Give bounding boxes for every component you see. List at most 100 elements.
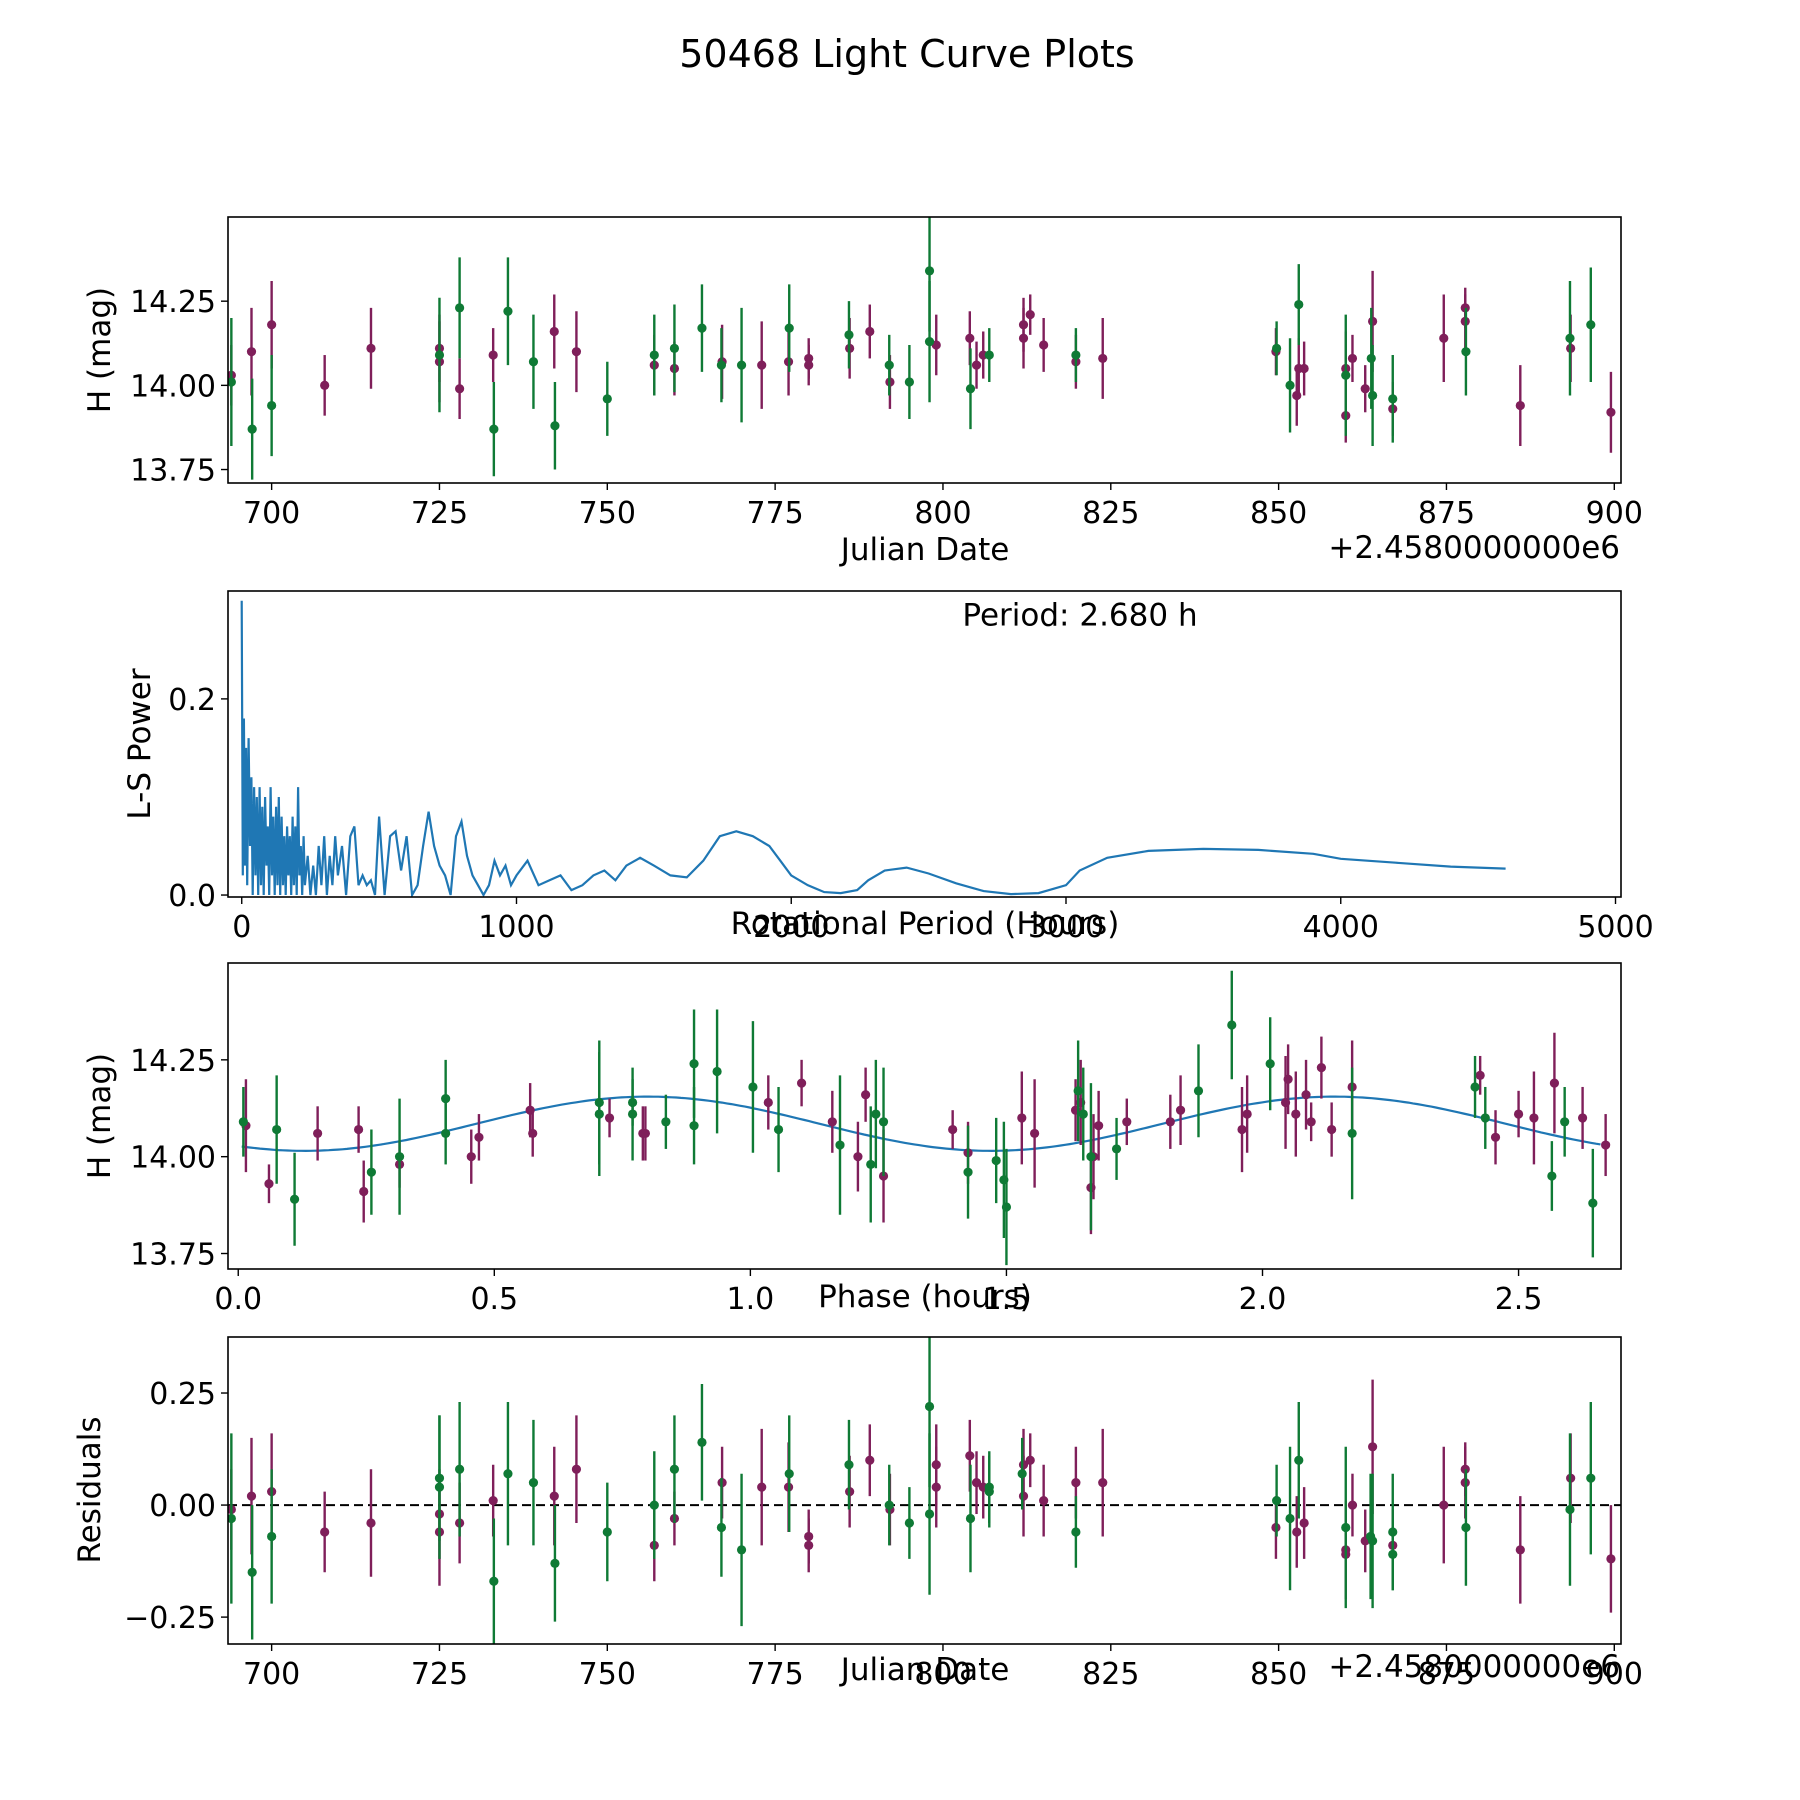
data-point [1586,320,1596,330]
residuals-point-green [503,1401,513,1546]
data-point [1025,310,1035,320]
lightcurve-point-green [1368,344,1378,446]
data-point [1368,1536,1378,1546]
lightcurve-point-green [1294,264,1304,345]
lightcurve-point-green [716,328,727,403]
data-point [1285,1513,1295,1524]
phased-point-magenta [1490,1110,1501,1165]
data-point [924,1509,935,1519]
residuals-point-green [1285,1446,1295,1591]
phased-point-magenta [1549,1032,1560,1134]
data-point [1439,333,1449,343]
data-point [571,347,582,357]
residuals-point-magenta [1039,1464,1049,1537]
lightcurve-xtick-label: 900 [1586,496,1643,531]
data-point [1018,333,1029,343]
data-point [661,1117,671,1127]
panel-periodogram: 0 1000 2000 3000 4000 5000 0.0 0.2 Period: 2.68… [122,590,1654,945]
data-point [878,1117,889,1127]
lightcurve-point-green [784,284,794,372]
data-point [1017,1113,1027,1123]
lightcurve-point-green [434,297,445,413]
data-point [267,400,277,411]
phased-point-magenta [1175,1075,1186,1146]
lightcurve-xtick-label: 825 [1082,496,1139,531]
residuals-point-green [884,1464,894,1546]
data-point [716,1522,727,1533]
data-point [924,266,935,276]
phased-point-magenta [359,1160,369,1223]
residuals-point-magenta [1025,1433,1035,1488]
periodogram-marks [240,600,1506,897]
data-point [1165,1117,1175,1127]
phased-point-green [1470,1055,1480,1118]
residuals-xtick-label: 700 [243,1657,300,1692]
lightcurve-marks [228,217,1616,480]
residuals-point-magenta [1292,1496,1302,1568]
lightcurve-xtick-label: 850 [1250,496,1307,531]
data-point [965,384,976,394]
data-point [434,350,445,360]
phased-point-magenta [1094,1090,1104,1161]
panel-phased: 0.0 0.5 1.0 1.5 2.0 2.5 13.75 14.00 14.25 Phase … [82,962,1622,1317]
lightcurve-point-green [965,348,976,430]
residuals-point-green [1565,1433,1575,1586]
data-point [1461,1522,1471,1533]
data-point [697,1437,707,1447]
lightcurve-xtick-label: 775 [746,496,803,531]
residuals-point-magenta [571,1415,582,1523]
phased-point-magenta [1237,1086,1247,1173]
lightcurve-frame [227,216,1622,484]
lightcurve-point-magenta [971,341,982,389]
data-point [228,377,236,387]
lightcurve-point-green [1272,321,1282,376]
lightcurve-ytick-label: 13.75 [130,454,216,489]
data-point [1025,1455,1035,1465]
phased-point-green [1086,1083,1096,1231]
lightcurve-point-green [503,257,513,366]
data-point [604,1113,615,1123]
phased-point-magenta [763,1075,773,1130]
phased-point-magenta [1475,1055,1485,1095]
data-point [763,1097,773,1108]
periodogram-ytick-label: 0.0 [168,879,216,914]
phased-point-green [1193,1044,1204,1138]
data-point [1292,1527,1302,1537]
data-point [689,1121,699,1131]
data-point [528,357,539,367]
lightcurve-point-magenta [865,304,875,359]
residuals-point-green [965,1464,976,1573]
data-point [1341,1522,1351,1533]
data-point [267,320,277,330]
data-point [924,336,935,347]
data-point [773,1124,784,1135]
data-point [594,1109,604,1119]
residuals-point-green [1071,1496,1081,1568]
data-point [716,360,727,370]
data-point [884,1500,894,1510]
data-point [1294,1455,1304,1465]
phased-xtick-label: 1.5 [983,1282,1031,1317]
data-point [697,323,707,333]
data-point [796,1078,807,1088]
data-point [1347,1500,1358,1510]
data-point [1529,1113,1539,1123]
data-point [1547,1171,1557,1181]
periodogram-ylabel: L-S Power [122,668,158,819]
data-point [247,424,257,434]
residuals-point-green [228,1433,236,1604]
data-point [736,1545,747,1555]
data-point [1366,353,1376,364]
data-point [434,1482,445,1492]
data-point [366,1518,376,1528]
data-point [1565,1504,1575,1515]
data-point [1347,353,1358,364]
lightcurve-point-magenta [1606,371,1616,453]
phased-frame [227,962,1622,1270]
residuals-point-magenta [1299,1487,1309,1559]
residuals-point-green [784,1415,794,1532]
residuals-point-magenta [804,1518,814,1573]
data-point [247,1567,257,1577]
data-point [1227,1020,1237,1030]
data-point [904,1518,914,1528]
